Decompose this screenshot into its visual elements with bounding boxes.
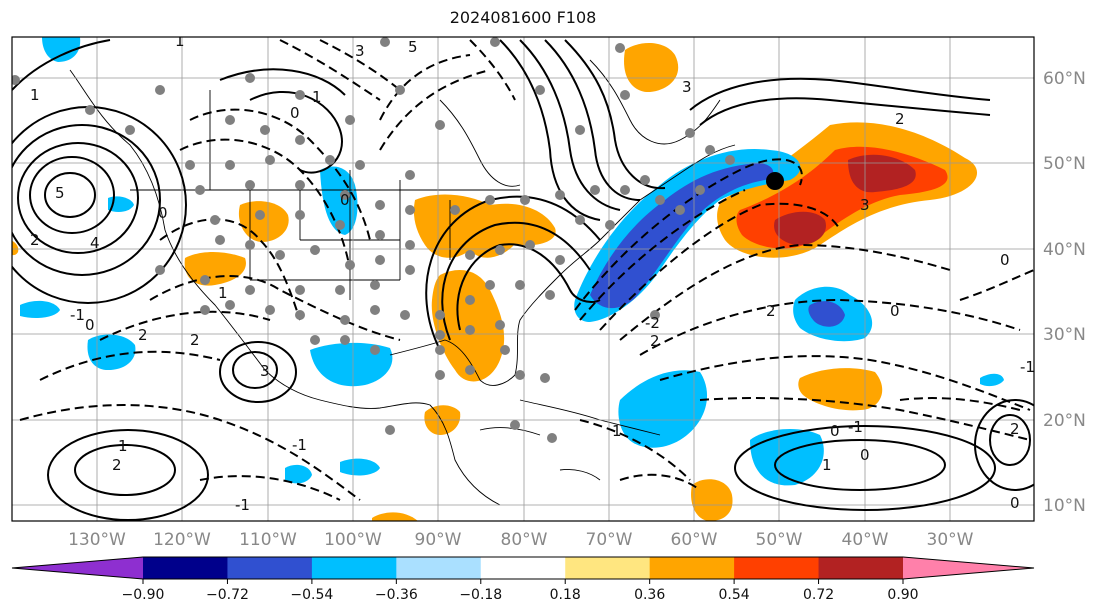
contour-label: 0 [1000,251,1010,269]
contour-label: 2 [190,331,200,349]
longitude-labels: 130°W 120°W 110°W 100°W 90°W 80°W 70°W 6… [68,530,974,550]
contour-label: 2 [1010,420,1020,438]
contour-label: 2 [766,302,776,320]
gridlines [12,37,1034,521]
colorbar-tick-label: −0.36 [375,587,418,603]
contour-label: 2 [895,110,905,128]
colorbar-extend-max [903,557,1034,579]
contour-label: 2 [650,332,660,350]
contour-label: -2 [645,314,660,332]
lon-label: 130°W [68,530,126,550]
colorbar-segment [227,557,313,579]
lat-label: 30°N [1043,325,1086,345]
contour-label: -1 [70,306,85,324]
lon-label: 100°W [324,530,382,550]
lat-label: 60°N [1043,69,1086,89]
contour-label: -1 [1020,358,1035,376]
colorbar-tick-label: −0.18 [459,587,502,603]
shading-positive [12,43,978,521]
colorbar-tick-label: 0.36 [634,587,665,603]
contour-label: 4 [90,234,100,252]
colorbar-tick-label: 0.54 [719,587,750,603]
contour-label: 0 [860,446,870,464]
contour-label: 2 [112,456,122,474]
contour-label: 0 [340,191,350,209]
contour-label: -1 [235,496,250,514]
colorbar-segment [311,557,397,579]
lon-label: 120°W [153,530,211,550]
contour-label: 5 [55,184,65,202]
contour-label: 1 [822,456,832,474]
lon-label: 90°W [415,530,462,550]
map-title: 2024081600 F108 [449,8,597,27]
colorbar-extend-min [12,557,143,579]
lat-label: 10°N [1043,496,1086,516]
contour-label: 1 [218,284,228,302]
colorbar-tick-label: −0.72 [206,587,249,603]
lon-label: 110°W [239,530,297,550]
colorbar-tick-label: −0.90 [122,587,165,603]
colorbar-segment [734,557,820,579]
contour-label: 2 [138,326,148,344]
lat-label: 50°N [1043,154,1086,174]
contour-label: 1 [30,86,40,104]
contour-label: 1 [175,32,185,50]
contour-label: 3 [682,78,692,96]
colorbar-tick-label: 0.18 [550,587,581,603]
colorbar-tick-label: 0.90 [887,587,918,603]
contour-label: 0 [290,104,300,122]
contour-labels: 1 3 5 1 0 2 3 4 5 0 0 -1 2 1 0 2 1 2 0 3… [30,32,1035,514]
position-marker [766,172,784,190]
colorbar-segment [565,557,651,579]
colorbar: −0.90 −0.72 −0.54 −0.36 −0.18 0.18 0.36 … [11,556,1035,603]
contour-label: 0 [890,302,900,320]
contour-label: 3 [355,42,365,60]
contour-label: 0 [158,204,168,222]
contour-label: 0 [830,422,840,440]
contour-label: 3 [860,196,870,214]
lat-label: 40°N [1043,240,1086,260]
contour-label: 1 [612,422,622,440]
latitude-labels: 60°N 50°N 40°N 30°N 20°N 10°N [1043,69,1086,516]
shading-negative [20,37,1004,486]
contour-label: 0 [85,316,95,334]
contours-negative [19,39,1034,501]
contour-label: 1 [312,88,322,106]
colorbar-segment [396,557,482,579]
lon-label: 80°W [501,530,548,550]
observation-dots [12,37,735,443]
contour-label: 0 [1010,494,1020,512]
lon-label: 70°W [586,530,633,550]
colorbar-segment [649,557,735,579]
colorbar-segment [480,557,566,579]
contour-label: 2 [30,231,40,249]
lon-label: 30°W [927,530,974,550]
contour-label: 5 [408,38,418,56]
map-frame [11,36,1035,522]
contour-label: -1 [848,418,863,436]
lat-label: 20°N [1043,411,1086,431]
lon-label: 40°W [842,530,889,550]
contour-label: 3 [260,362,270,380]
contour-label: -1 [292,436,307,454]
colorbar-segment [818,557,904,579]
colorbar-tick-label: 0.72 [803,587,834,603]
map-area: 1 3 5 1 0 2 3 4 5 0 0 -1 2 1 0 2 1 2 0 3… [12,32,1035,521]
lon-label: 60°W [671,530,718,550]
colorbar-segment [143,557,228,579]
lon-label: 50°W [756,530,803,550]
contour-label: 1 [118,437,128,455]
colorbar-tick-label: −0.54 [290,587,333,603]
